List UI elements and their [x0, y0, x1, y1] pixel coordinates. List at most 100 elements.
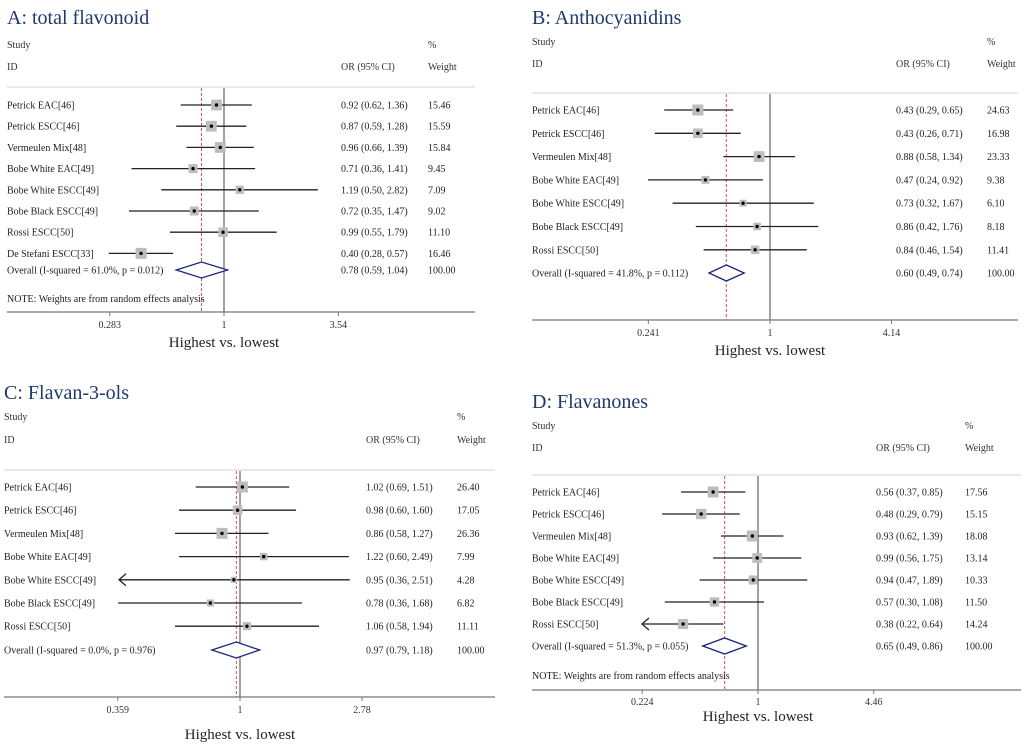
panel-a-study-ci-text: 0.40 (0.28, 0.57) [341, 249, 408, 260]
panel-b-header-or: OR (95% CI) [896, 59, 950, 70]
panel-c-study-weight: 4.28 [457, 575, 475, 586]
panel-d-study-ci-text: 0.56 (0.37, 0.85) [876, 488, 943, 499]
panel-b-study-label: Bobe Black ESCC[49] [532, 222, 623, 233]
panel-b-study-weight: 8.18 [987, 222, 1005, 233]
panel-c-x-tick-label: 2.78 [353, 705, 371, 716]
panel-a-study-ci-text: 0.96 (0.66, 1.39) [341, 143, 408, 154]
panel-a-study-label: De Stefani ESCC[33] [7, 249, 94, 260]
panel-c-study-point [245, 624, 249, 628]
panel-c-study-label: Petrick ESCC[46] [4, 506, 77, 517]
panel-c-header-study: Study [4, 412, 27, 423]
panel-d-x-axis-label: Highest vs. lowest [703, 709, 814, 725]
panel-d-study-ci-text: 0.57 (0.30, 1.08) [876, 598, 943, 609]
panel-b-study-point [753, 248, 757, 252]
panel-b-study-point [696, 108, 700, 112]
panel-a-header-or: OR (95% CI) [341, 62, 395, 73]
panel-d-overall-ci-text: 0.65 (0.49, 0.86) [876, 642, 943, 653]
panel-c-header-pct: % [457, 412, 465, 423]
panel-a-study-point [191, 166, 195, 171]
panel-a-study-ci-text: 1.19 (0.50, 2.82) [341, 185, 408, 196]
panel-d-header-study: Study [532, 421, 555, 432]
panel-a-header-id: ID [7, 62, 18, 73]
panel-b-overall-diamond [707, 264, 746, 282]
panel-b-overall-weight: 100.00 [987, 269, 1015, 280]
panel-b-x-tick-label: 4.14 [883, 328, 901, 339]
panel-c-study-weight: 7.99 [457, 552, 475, 563]
panel-d-overall-label: Overall (I-squared = 51.3%, p = 0.055) [532, 642, 689, 653]
panel-a-study-point [218, 145, 223, 150]
panel-a-study-point [192, 209, 196, 213]
panel-b-study-ci-text: 0.47 (0.24, 0.92) [896, 175, 963, 186]
panel-a-study-label: Bobe White ESCC[49] [7, 185, 99, 196]
panel-c-study-label: Petrick EAC[46] [4, 483, 72, 494]
panel-d-study-ci-arrow [641, 617, 650, 631]
panel-a-study-label: Bobe Black ESCC[49] [7, 207, 98, 218]
panel-a-x-tick-label: 1 [222, 320, 227, 331]
panel-c-study-point [208, 601, 213, 605]
panel-d-study-ci-text: 0.38 (0.22, 0.64) [876, 620, 943, 631]
panel-b-study-weight: 24.63 [987, 106, 1010, 117]
panel-d-study-label: Bobe White ESCC[49] [532, 576, 624, 587]
panel-b-study-ci-text: 0.73 (0.32, 1.67) [896, 199, 963, 210]
panel-a-title: A: total flavonoid [7, 7, 149, 29]
panel-c-study-ci-text: 0.98 (0.60, 1.60) [366, 506, 433, 517]
panel-b-study-weight: 11.41 [987, 245, 1009, 256]
panel-a-study-weight: 15.84 [428, 143, 451, 154]
panel-c-x-tick-label: 0.359 [107, 705, 130, 716]
panel-b-x-axis-label: Highest vs. lowest [715, 343, 826, 359]
panel-a-study-ci-text: 0.99 (0.55, 1.79) [341, 228, 408, 239]
panel-d-study-weight: 18.08 [965, 532, 988, 543]
panel-d-study-weight: 15.15 [965, 510, 988, 521]
panel-a-note: NOTE: Weights are from random effects an… [7, 294, 205, 305]
panel-a-study-ci-text: 0.72 (0.35, 1.47) [341, 207, 408, 218]
panel-b-study-weight: 9.38 [987, 175, 1005, 186]
panel-d-study-ci-text: 0.94 (0.47, 1.89) [876, 576, 943, 587]
panel-c-study-point [240, 485, 245, 489]
panel-c-study-weight: 11.11 [457, 622, 479, 633]
panel-c-title: C: Flavan-3-ols [4, 382, 129, 404]
panel-d-header-or: OR (95% CI) [876, 443, 930, 454]
panel-b-study-ci-text: 0.43 (0.26, 0.71) [896, 129, 963, 140]
panel-c-overall-diamond [209, 641, 262, 659]
panel-a-header-weight: Weight [428, 62, 457, 73]
panel-a-overall-ci-text: 0.78 (0.59, 1.04) [341, 266, 408, 277]
panel-d-study-point [712, 600, 717, 604]
panel-a-x-tick-label: 0.283 [99, 320, 122, 331]
panel-b-study-point [741, 201, 745, 205]
panel-c-header-weight: Weight [457, 435, 486, 446]
panel-c-header-id: ID [4, 435, 15, 446]
panel-c-study-point [232, 578, 236, 582]
panel-b-study-label: Bobe White ESCC[49] [532, 199, 624, 210]
panel-c-study-weight: 26.40 [457, 483, 480, 494]
panel-b-overall-label: Overall (I-squared = 41.8%, p = 0.112) [532, 269, 688, 280]
panel-b-x-tick-label: 1 [768, 328, 773, 339]
panel-a-study-weight: 15.59 [428, 122, 451, 133]
panel-a-study-weight: 15.46 [428, 101, 451, 112]
panel-c-study-ci-text: 1.02 (0.69, 1.51) [366, 483, 433, 494]
panel-b-study-ci-text: 0.43 (0.29, 0.65) [896, 106, 963, 117]
panel-c-study-ci-text: 0.78 (0.36, 1.68) [366, 599, 433, 610]
panel-b-study-point [696, 131, 700, 135]
panel-d-header-weight: Weight [965, 443, 994, 454]
panel-d-study-weight: 14.24 [965, 620, 988, 631]
panel-d-study-label: Rossi ESCC[50] [532, 620, 598, 631]
panel-d-study-ci-text: 0.99 (0.56, 1.75) [876, 554, 943, 565]
panel-d-study-label: Vermeulen Mix[48] [532, 532, 611, 543]
panel-b-study-point [703, 178, 708, 182]
panel-a-header-pct: % [428, 40, 436, 51]
panel-c-header-or: OR (95% CI) [366, 435, 420, 446]
panel-a-study-point [139, 251, 143, 256]
panel-a-study-weight: 9.45 [428, 164, 446, 175]
panel-d-study-label: Bobe White EAC[49] [532, 554, 619, 565]
panel-a-study-label: Vermeulen Mix[48] [7, 143, 86, 154]
panel-c-overall-label: Overall (I-squared = 0.0%, p = 0.976) [4, 646, 156, 657]
panel-d-study-point [699, 512, 703, 516]
panel-a-study-point [209, 124, 214, 128]
panel-a-study-point [214, 103, 219, 107]
panel-c-study-ci-text: 1.22 (0.60, 2.49) [366, 552, 433, 563]
panel-a-study-weight: 16.46 [428, 249, 451, 260]
panel-a-study-ci-text: 0.92 (0.62, 1.36) [341, 101, 408, 112]
panel-c-study-ci-text: 0.86 (0.58, 1.27) [366, 529, 433, 540]
panel-b-study-ci-text: 0.84 (0.46, 1.54) [896, 245, 963, 256]
panel-d-note: NOTE: Weights are from random effects an… [532, 671, 730, 682]
